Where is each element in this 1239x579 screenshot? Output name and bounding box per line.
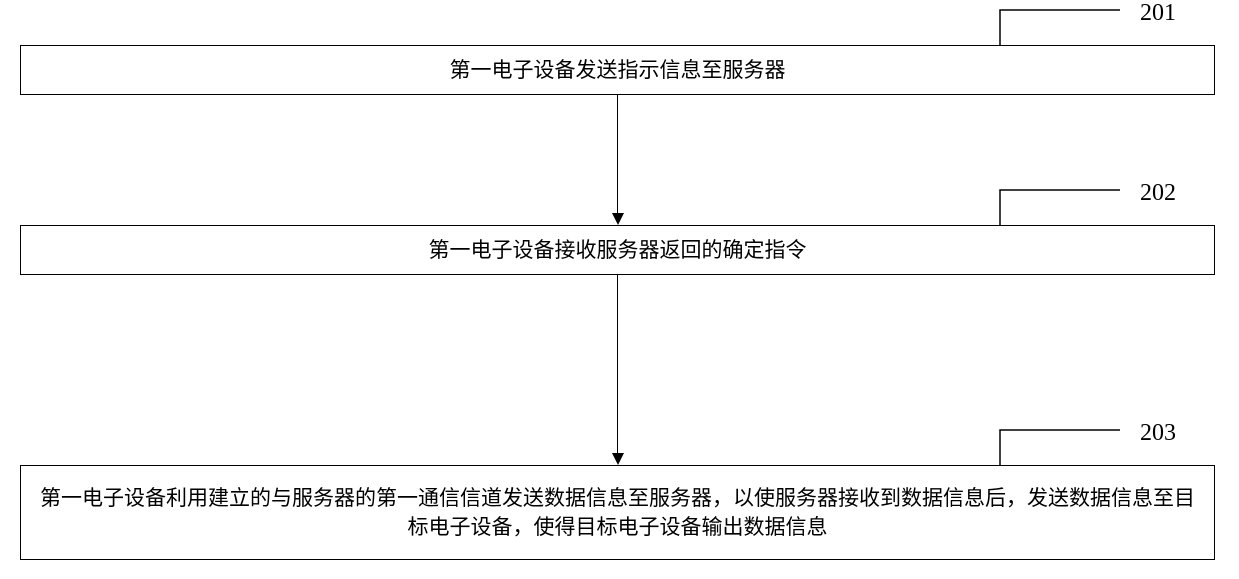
arrow-201-202-head [612,213,624,225]
arrow-201-202-line [617,95,618,213]
arrow-202-203-head [612,453,624,465]
step-201-box: 第一电子设备发送指示信息至服务器 [20,45,1215,95]
step-202-box: 第一电子设备接收服务器返回的确定指令 [20,225,1215,275]
step-203-callout [998,428,1122,467]
step-203-label: 203 [1140,420,1176,447]
step-202-text: 第一电子设备接收服务器返回的确定指令 [429,236,807,264]
step-201-callout [998,8,1122,47]
flowchart-canvas: 第一电子设备发送指示信息至服务器 201 第一电子设备接收服务器返回的确定指令 202… [0,0,1239,579]
step-201-label: 201 [1140,0,1176,27]
step-201-text: 第一电子设备发送指示信息至服务器 [450,56,786,84]
step-202-label: 202 [1140,180,1176,207]
step-202-callout [998,188,1122,227]
arrow-202-203-line [617,275,618,453]
step-203-text: 第一电子设备利用建立的与服务器的第一通信信道发送数据信息至服务器，以使服务器接收… [33,484,1202,541]
step-203-box: 第一电子设备利用建立的与服务器的第一通信信道发送数据信息至服务器，以使服务器接收… [20,465,1215,560]
